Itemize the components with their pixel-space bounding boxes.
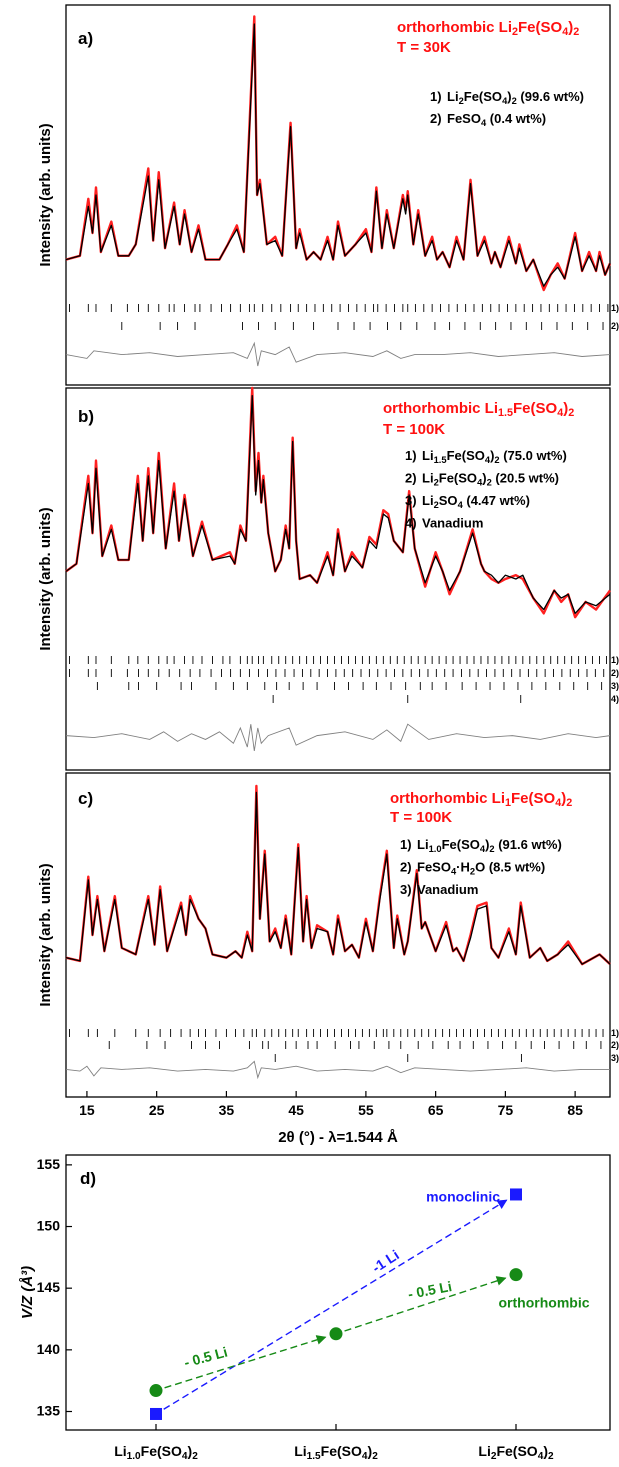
calculated-line (65, 791, 611, 965)
x-tick-label: Li1.0Fe(SO4)2 (114, 1443, 198, 1462)
annotation: -1 Li (369, 1246, 402, 1275)
plot-frame (65, 772, 611, 1098)
panel-label: b) (78, 407, 94, 426)
panel-subtitle: T = 30K (397, 39, 451, 56)
panel-title: orthorhombic Li1Fe(SO4)2 (390, 790, 572, 809)
x-tick-label: 75 (498, 1102, 514, 1118)
panel-label: d) (80, 1169, 96, 1188)
difference-line (65, 723, 611, 751)
panel-title: orthorhombic Li1.5Fe(SO4)2 (383, 400, 574, 419)
legend-phase: FeSO4 (0.4 wt%) (447, 111, 546, 128)
point (329, 1327, 343, 1341)
x-axis-label: 2θ (°) - λ=1.544 Å (278, 1129, 398, 1146)
plot-frame (65, 4, 611, 386)
y-axis-label: Intensity (arb. units) (37, 507, 54, 650)
legend-number: 3) (405, 493, 417, 508)
annotation: - 0.5 Li (182, 1343, 229, 1370)
calculated-line (65, 394, 611, 615)
legend-phase: Li2Fe(SO4)2 (20.5 wt%) (422, 471, 559, 488)
point (150, 1407, 162, 1420)
legend-number: 4) (405, 516, 417, 531)
series-label: orthorhombic (499, 1294, 590, 1310)
trend-arrow (163, 1199, 508, 1410)
phase-row-label: 1) (611, 1028, 619, 1038)
point (509, 1268, 523, 1282)
x-tick-label: 85 (567, 1102, 583, 1118)
legend-number: 1) (400, 837, 412, 852)
y-tick-label: 155 (37, 1156, 61, 1172)
point (510, 1188, 522, 1201)
panel-subtitle: T = 100K (383, 421, 445, 438)
x-tick-label: 35 (219, 1102, 235, 1118)
x-tick-label: Li1.5Fe(SO4)2 (294, 1443, 378, 1462)
legend-number: 2) (405, 471, 417, 486)
legend-number: 3) (400, 882, 412, 897)
plot-frame (65, 387, 611, 771)
phase-row-label: 3) (611, 1053, 619, 1063)
phase-row-label: 2) (611, 1040, 619, 1050)
legend-phase: Li2Fe(SO4)2 (99.6 wt%) (447, 89, 584, 106)
y-tick-label: 135 (37, 1402, 61, 1418)
panel-label: a) (78, 29, 93, 48)
y-tick-label: 140 (37, 1341, 61, 1357)
x-tick-label: 45 (288, 1102, 304, 1118)
phase-row-label: 1) (611, 303, 619, 313)
phase-row-label: 2) (611, 321, 619, 331)
observed-line (65, 15, 612, 292)
trend-arrow (164, 1335, 327, 1389)
legend-number: 1) (405, 448, 417, 463)
observed-line (65, 784, 611, 966)
y-axis-label: Intensity (arb. units) (37, 123, 54, 266)
phase-row-label: 1) (611, 655, 619, 665)
annotation: - 0.5 Li (406, 1278, 453, 1302)
phase-row-label: 2) (611, 668, 619, 678)
legend-phase: Li1.5Fe(SO4)2 (75.0 wt%) (422, 448, 567, 465)
legend-number: 2) (430, 111, 442, 126)
legend-number: 2) (400, 860, 412, 875)
legend-phase: Vanadium (422, 516, 483, 531)
series-label: monoclinic (426, 1188, 500, 1204)
legend-phase: Li2SO4 (4.47 wt%) (422, 493, 530, 510)
x-tick-label: 25 (149, 1102, 165, 1118)
y-axis-label: Intensity (arb. units) (37, 863, 54, 1006)
panel-subtitle: T = 100K (390, 809, 452, 826)
calculated-line (65, 23, 611, 287)
point (149, 1384, 163, 1398)
y-tick-label: 150 (37, 1217, 61, 1233)
panel-label: c) (78, 789, 93, 808)
x-tick-label: 15 (79, 1102, 95, 1118)
legend-phase: Li1.0Fe(SO4)2 (91.6 wt%) (417, 837, 562, 854)
difference-line (65, 341, 611, 367)
trend-arrow (344, 1276, 507, 1332)
x-tick-label: 65 (428, 1102, 444, 1118)
y-tick-label: 145 (37, 1279, 61, 1295)
x-tick-label: 55 (358, 1102, 374, 1118)
phase-row-label: 4) (611, 694, 619, 704)
legend-number: 1) (430, 89, 442, 104)
difference-line (65, 1060, 610, 1080)
y-axis-label: V/Z (Å³) (19, 1266, 36, 1319)
legend-phase: FeSO4·H2O (8.5 wt%) (417, 860, 545, 877)
legend-phase: Vanadium (417, 882, 478, 897)
plot-frame (65, 1154, 611, 1431)
x-tick-label: Li2Fe(SO4)2 (478, 1443, 554, 1462)
panel-title: orthorhombic Li2Fe(SO4)2 (397, 19, 579, 38)
phase-row-label: 3) (611, 681, 619, 691)
